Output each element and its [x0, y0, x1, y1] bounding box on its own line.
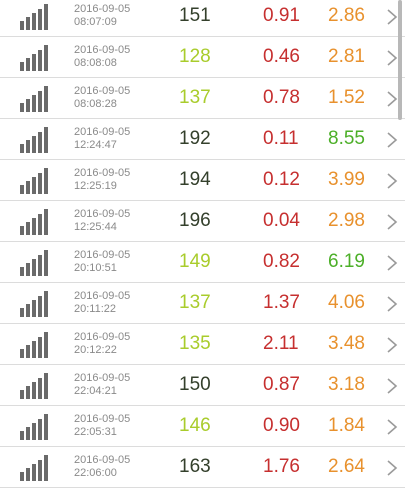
chevron-right-icon[interactable] — [386, 254, 398, 272]
record-time: 08:07:09 — [74, 16, 117, 28]
record-time: 12:25:44 — [74, 221, 117, 233]
record-date: 2016-09-05 — [74, 126, 131, 138]
record-time: 12:25:19 — [74, 180, 117, 192]
record-time: 22:06:00 — [74, 467, 117, 479]
chevron-right-icon[interactable] — [386, 377, 398, 395]
record-time: 22:05:31 — [74, 426, 117, 438]
value-secondary: 0.90 — [263, 415, 300, 436]
value-secondary: 0.46 — [263, 46, 300, 67]
value-tertiary: 3.18 — [328, 374, 365, 395]
value-secondary: 0.11 — [263, 128, 299, 149]
record-date: 2016-09-05 — [74, 44, 131, 56]
list-item[interactable]: 2016-09-05 12:25:19 194 0.12 3.99 — [0, 160, 405, 201]
signal-bars-icon — [20, 332, 54, 358]
value-secondary: 0.12 — [263, 169, 300, 190]
value-tertiary: 2.98 — [328, 210, 365, 231]
record-date: 2016-09-05 — [74, 331, 131, 343]
scrollbar[interactable] — [398, 0, 402, 120]
chevron-right-icon[interactable] — [386, 8, 398, 26]
value-secondary: 0.82 — [263, 251, 300, 272]
value-tertiary: 4.06 — [328, 292, 365, 313]
chevron-right-icon[interactable] — [386, 90, 398, 108]
chevron-right-icon[interactable] — [386, 213, 398, 231]
value-primary: 146 — [179, 415, 211, 436]
record-date: 2016-09-05 — [74, 413, 131, 425]
signal-bars-icon — [20, 45, 54, 71]
value-primary: 137 — [179, 292, 211, 313]
value-tertiary: 6.19 — [328, 251, 365, 272]
record-time: 12:24:47 — [74, 139, 117, 151]
value-secondary: 1.76 — [263, 456, 300, 477]
list-item[interactable]: 2016-09-05 22:05:31 146 0.90 1.84 — [0, 406, 405, 447]
value-tertiary: 8.55 — [328, 128, 365, 149]
chevron-right-icon[interactable] — [386, 131, 398, 149]
record-time: 20:11:22 — [74, 303, 117, 315]
list-item[interactable]: 2016-09-05 20:11:22 137 1.37 4.06 — [0, 283, 405, 324]
signal-bars-icon — [20, 414, 54, 440]
record-date: 2016-09-05 — [74, 372, 131, 384]
value-primary: 151 — [179, 5, 211, 26]
value-primary: 192 — [179, 128, 211, 149]
record-date: 2016-09-05 — [74, 454, 131, 466]
measurement-list: 2016-09-05 08:07:09 151 0.91 2.86 2016-09-05 0… — [0, 0, 405, 488]
value-tertiary: 1.84 — [328, 415, 365, 436]
value-primary: 137 — [179, 87, 211, 108]
signal-bars-icon — [20, 127, 54, 153]
value-secondary: 0.04 — [263, 210, 300, 231]
record-time: 08:08:08 — [74, 57, 117, 69]
value-primary: 194 — [179, 169, 211, 190]
value-secondary: 2.11 — [263, 333, 299, 354]
signal-bars-icon — [20, 86, 54, 112]
record-date: 2016-09-05 — [74, 3, 131, 15]
record-time: 08:08:28 — [74, 98, 117, 110]
record-time: 20:10:51 — [74, 262, 117, 274]
signal-bars-icon — [20, 250, 54, 276]
record-date: 2016-09-05 — [74, 85, 131, 97]
signal-bars-icon — [20, 455, 54, 481]
value-primary: 149 — [179, 251, 211, 272]
record-time: 22:04:21 — [74, 385, 117, 397]
list-item[interactable]: 2016-09-05 20:12:22 135 2.11 3.48 — [0, 324, 405, 365]
chevron-right-icon[interactable] — [386, 418, 398, 436]
value-tertiary: 2.81 — [328, 46, 365, 67]
signal-bars-icon — [20, 291, 54, 317]
list-item[interactable]: 2016-09-05 08:08:08 128 0.46 2.81 — [0, 37, 405, 78]
chevron-right-icon[interactable] — [386, 172, 398, 190]
list-item[interactable]: 2016-09-05 22:06:00 163 1.76 2.64 — [0, 447, 405, 488]
value-tertiary: 2.64 — [328, 456, 365, 477]
chevron-right-icon[interactable] — [386, 49, 398, 67]
value-tertiary: 2.86 — [328, 5, 365, 26]
record-date: 2016-09-05 — [74, 167, 131, 179]
signal-bars-icon — [20, 373, 54, 399]
signal-bars-icon — [20, 209, 54, 235]
value-secondary: 0.78 — [263, 87, 300, 108]
value-tertiary: 3.99 — [328, 169, 365, 190]
value-primary: 163 — [179, 456, 211, 477]
value-primary: 135 — [179, 333, 211, 354]
record-time: 20:12:22 — [74, 344, 117, 356]
list-item[interactable]: 2016-09-05 20:10:51 149 0.82 6.19 — [0, 242, 405, 283]
value-tertiary: 1.52 — [328, 87, 365, 108]
list-item[interactable]: 2016-09-05 22:04:21 150 0.87 3.18 — [0, 365, 405, 406]
value-secondary: 1.37 — [263, 292, 300, 313]
value-primary: 196 — [179, 210, 211, 231]
value-secondary: 0.91 — [263, 5, 300, 26]
record-date: 2016-09-05 — [74, 249, 131, 261]
chevron-right-icon[interactable] — [386, 336, 398, 354]
chevron-right-icon[interactable] — [386, 295, 398, 313]
value-secondary: 0.87 — [263, 374, 300, 395]
list-item[interactable]: 2016-09-05 12:25:44 196 0.04 2.98 — [0, 201, 405, 242]
value-tertiary: 3.48 — [328, 333, 365, 354]
list-item[interactable]: 2016-09-05 12:24:47 192 0.11 8.55 — [0, 119, 405, 160]
value-primary: 150 — [179, 374, 211, 395]
chevron-right-icon[interactable] — [386, 459, 398, 477]
record-date: 2016-09-05 — [74, 290, 131, 302]
list-item[interactable]: 2016-09-05 08:07:09 151 0.91 2.86 — [0, 0, 405, 37]
list-item[interactable]: 2016-09-05 08:08:28 137 0.78 1.52 — [0, 78, 405, 119]
record-date: 2016-09-05 — [74, 208, 131, 220]
signal-bars-icon — [20, 168, 54, 194]
signal-bars-icon — [20, 4, 54, 30]
value-primary: 128 — [179, 46, 211, 67]
